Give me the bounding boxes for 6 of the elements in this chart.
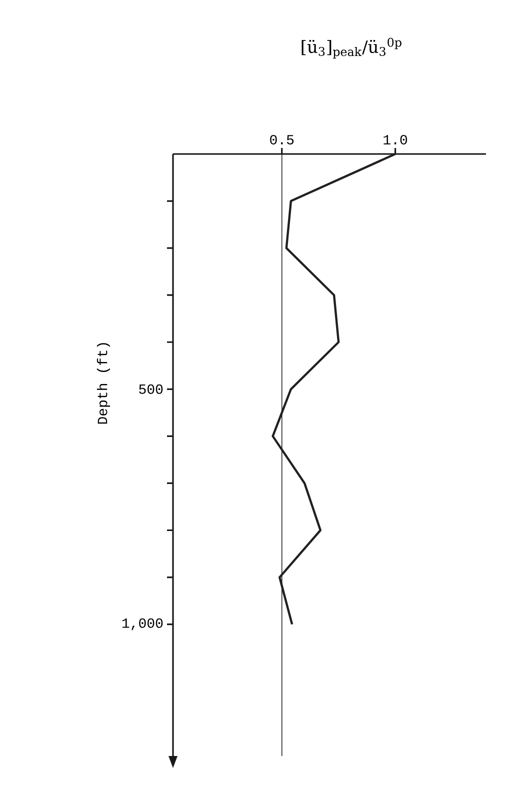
x-axis-title: [ü$_{3}$]$_{peak}$/ü$_{3}$0p <box>302 38 402 58</box>
y-tick-label: 500 <box>139 384 163 394</box>
y-axis-title: Depth (ft) <box>96 343 110 424</box>
y-tick-label: 1,000 <box>122 618 163 630</box>
x-tick-label: 0.5 <box>270 134 294 144</box>
x-tick-label: 1.0 <box>384 134 408 144</box>
